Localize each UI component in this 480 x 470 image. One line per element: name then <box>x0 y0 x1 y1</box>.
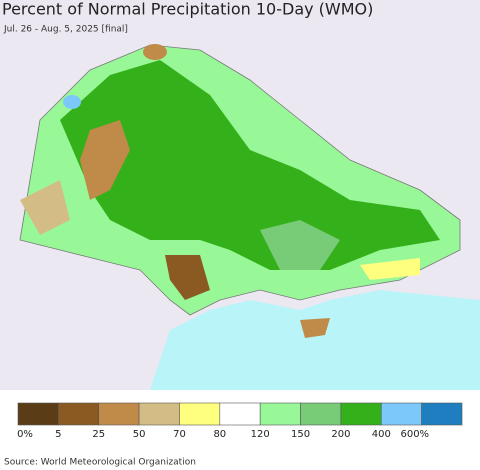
legend-swatch <box>219 402 261 426</box>
map <box>0 0 480 390</box>
moderate-area <box>260 220 340 270</box>
subtitle: Jul. 26 - Aug. 5, 2025 [final] <box>3 25 128 35</box>
legend-label: 400 <box>372 429 391 440</box>
legend-label: 600% <box>400 429 429 440</box>
wet-spot <box>63 95 81 109</box>
legend-label: 200 <box>331 429 350 440</box>
legend-swatch <box>380 402 422 426</box>
legend-label: 0% <box>17 429 33 440</box>
legend-swatch <box>300 402 342 426</box>
dry-spot <box>143 44 167 60</box>
legend-swatch <box>259 402 301 426</box>
legend-label: 25 <box>92 429 105 440</box>
source: Source: World Meteorological Organizatio… <box>4 458 196 468</box>
legend-swatch <box>58 402 100 426</box>
legend-label: 80 <box>213 429 226 440</box>
very-dry-area <box>165 255 210 300</box>
legend-label: 120 <box>251 429 270 440</box>
title: Percent of Normal Precipitation 10-Day (… <box>2 0 373 19</box>
legend-swatch <box>138 402 180 426</box>
wet-area <box>60 60 440 270</box>
legend-swatch <box>98 402 140 426</box>
sea <box>150 290 480 390</box>
dry-area <box>300 318 330 338</box>
legend-swatch <box>340 402 382 426</box>
legend-label: 70 <box>173 429 186 440</box>
legend-swatch <box>179 402 221 426</box>
legend: 0% 5 25 50 70 80 120 150 200 400 600% <box>17 402 463 440</box>
dry-area <box>360 258 420 280</box>
dry-area <box>80 120 130 200</box>
legend-label: 150 <box>291 429 310 440</box>
legend-swatch <box>17 402 59 426</box>
dry-area <box>20 180 70 235</box>
legend-label: 50 <box>133 429 146 440</box>
legend-swatch <box>421 402 463 426</box>
legend-label: 5 <box>55 429 61 440</box>
